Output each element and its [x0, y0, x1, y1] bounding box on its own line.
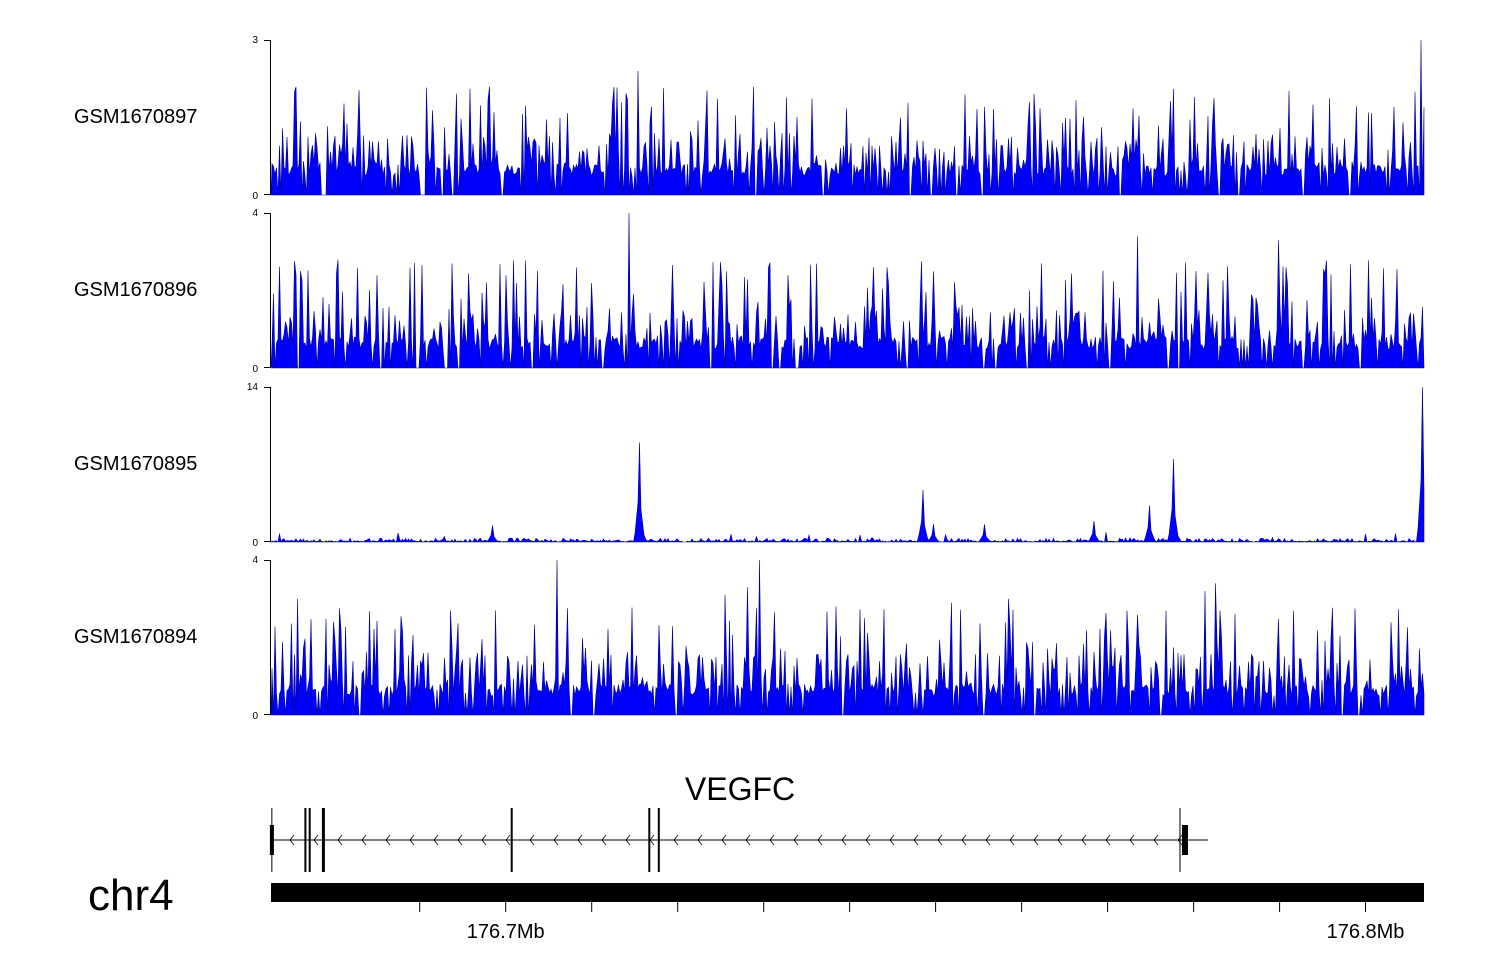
strand-arrow — [1177, 834, 1183, 846]
strand-arrow — [289, 834, 295, 846]
exon — [304, 808, 307, 872]
gene-name-label: VEGFC — [685, 771, 795, 807]
strand-arrow — [745, 834, 751, 846]
y-tick-label-max: 4 — [252, 555, 258, 566]
strand-arrow — [769, 834, 775, 846]
exon — [657, 808, 660, 872]
coverage-area — [270, 559, 1425, 716]
strand-arrow — [1105, 834, 1111, 846]
strand-arrow — [1057, 834, 1063, 846]
strand-arrow — [985, 834, 991, 846]
strand-arrow — [697, 834, 703, 846]
strand-arrow — [529, 834, 535, 846]
track-name-label: GSM1670896 — [74, 279, 197, 301]
exon — [321, 808, 325, 872]
strand-arrow — [553, 834, 559, 846]
y-tick-label-min: 0 — [252, 538, 258, 549]
coverage-area — [270, 39, 1425, 196]
exon — [510, 808, 513, 872]
strand-arrow — [577, 834, 583, 846]
chromosome-label: chr4 — [88, 871, 174, 920]
y-tick-label-max: 4 — [252, 208, 258, 219]
exon — [648, 808, 651, 872]
strand-arrow — [721, 834, 727, 846]
track-name-label: GSM1670897 — [74, 106, 197, 128]
strand-arrow — [1129, 834, 1135, 846]
coverage-tracks: GSM167089730GSM167089640GSM1670895140GSM… — [74, 35, 1425, 722]
strand-arrow — [889, 834, 895, 846]
track-GSM1670897: GSM1670897 3 0 — [74, 35, 1425, 202]
strand-arrow — [361, 834, 367, 846]
track-GSM1670895: GSM1670895 14 0 — [74, 382, 1425, 549]
strand-arrow — [409, 834, 415, 846]
y-tick-label-max: 14 — [247, 382, 259, 393]
strand-arrow — [673, 834, 679, 846]
strand-arrow — [433, 834, 439, 846]
strand-arrow — [1033, 834, 1039, 846]
y-tick-label-min: 0 — [252, 364, 258, 375]
y-tick-label-min: 0 — [252, 711, 258, 722]
track-name-label: GSM1670895 — [74, 453, 197, 475]
strand-arrow — [481, 834, 487, 846]
strand-arrow — [625, 834, 631, 846]
strand-arrow — [937, 834, 943, 846]
exon — [1182, 825, 1188, 855]
x-tick-label: 176.8Mb — [1327, 921, 1405, 943]
strand-arrow — [1081, 834, 1087, 846]
strand-arrow — [457, 834, 463, 846]
strand-arrow — [841, 834, 847, 846]
exon — [308, 808, 311, 872]
strand-arrow — [1009, 834, 1015, 846]
coverage-area — [270, 386, 1425, 543]
strand-arrow — [1153, 834, 1159, 846]
strand-arrow — [505, 834, 511, 846]
chromosome-axis-track: chr4 176.7Mb 176.8Mb — [88, 871, 1424, 943]
track-GSM1670894: GSM1670894 4 0 — [74, 555, 1425, 722]
track-GSM1670896: GSM1670896 4 0 — [74, 208, 1425, 375]
chromosome-bar — [271, 883, 1424, 902]
strand-arrow — [913, 834, 919, 846]
y-tick-label-max: 3 — [252, 35, 258, 46]
strand-arrow — [313, 834, 319, 846]
x-tick-label: 176.7Mb — [467, 921, 545, 943]
strand-arrow — [385, 834, 391, 846]
gene-model-track: VEGFC — [269, 771, 1208, 872]
coverage-area — [270, 212, 1425, 369]
strand-arrow — [817, 834, 823, 846]
strand-arrow — [601, 834, 607, 846]
y-tick-label-min: 0 — [252, 191, 258, 202]
strand-arrow — [793, 834, 799, 846]
strand-arrow — [865, 834, 871, 846]
strand-arrow — [337, 834, 343, 846]
strand-arrow — [961, 834, 967, 846]
track-name-label: GSM1670894 — [74, 626, 197, 648]
